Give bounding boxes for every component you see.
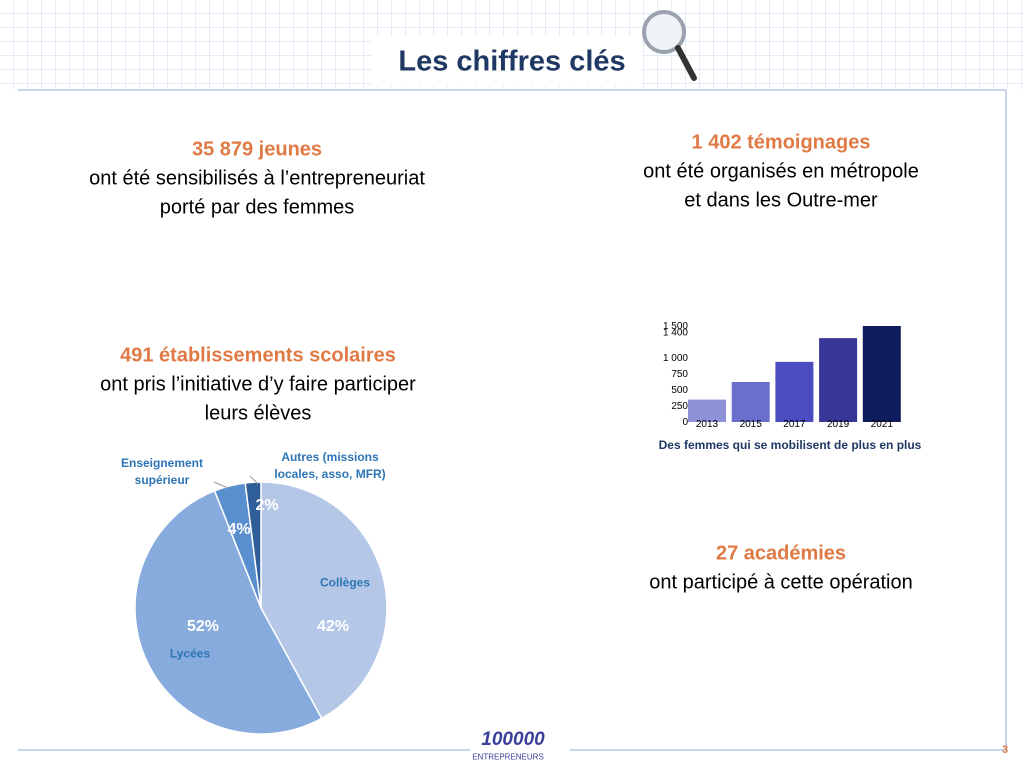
pie-slice bbox=[134, 489, 323, 735]
leader-line bbox=[249, 475, 259, 485]
category-label: Lycées bbox=[169, 646, 211, 661]
text-line: ont été sensibilisés à l’entrepreneuriat bbox=[89, 167, 425, 190]
highlight: 1 402 témoignages bbox=[691, 131, 871, 154]
value-label: 4% bbox=[227, 521, 251, 538]
x-tick-label: 2015 bbox=[740, 419, 763, 430]
text-line: et dans les Outre-mer bbox=[684, 189, 878, 212]
category-label: Autres (missions locales, asso, MFR) bbox=[274, 450, 386, 481]
value-label: 52% bbox=[186, 618, 220, 635]
x-tick-label: 2021 bbox=[871, 419, 894, 430]
text-line: ont pris l’initiative d’y faire particip… bbox=[100, 373, 416, 396]
highlight: 35 879 jeunes bbox=[191, 138, 323, 161]
text-line: ont été organisés en métropole bbox=[643, 160, 919, 183]
highlight: 491 établissements scolaires bbox=[120, 344, 396, 367]
text-line: ont participé à cette opération bbox=[649, 571, 913, 594]
logo-sub: ENTREPRENEURS bbox=[472, 752, 544, 762]
y-tick-label: 250 bbox=[671, 401, 688, 412]
pie-slice bbox=[260, 481, 388, 720]
pie-slice bbox=[244, 481, 262, 609]
pie-chart bbox=[134, 481, 388, 735]
bar bbox=[688, 399, 726, 422]
bar bbox=[775, 361, 814, 422]
slide-title: Les chiffres clés bbox=[398, 45, 626, 78]
y-tick-label: 1 400 bbox=[663, 327, 688, 338]
highlight: 27 académies bbox=[715, 542, 847, 565]
y-tick-label: 1 000 bbox=[663, 353, 688, 364]
leader-line bbox=[213, 481, 229, 489]
y-tick-label: 500 bbox=[671, 385, 688, 396]
page-number: 3 bbox=[1001, 744, 1009, 756]
y-tick-label: 750 bbox=[671, 369, 688, 380]
x-tick-label: 2019 bbox=[827, 419, 850, 430]
value-label: 42% bbox=[316, 618, 350, 635]
x-tick-label: 2013 bbox=[696, 419, 719, 430]
bar bbox=[819, 338, 858, 422]
x-tick-label: 2017 bbox=[783, 419, 806, 430]
category-label: Enseignement supérieur bbox=[120, 456, 204, 487]
title-box bbox=[372, 36, 642, 86]
value-label: 2% bbox=[255, 497, 279, 514]
y-tick-label: 1 500 bbox=[663, 321, 688, 332]
bar bbox=[862, 326, 901, 422]
text-line: leurs élèves bbox=[204, 402, 312, 425]
category-label: Collèges bbox=[319, 575, 370, 590]
logo: 100000 bbox=[481, 729, 545, 750]
bar bbox=[731, 382, 770, 422]
y-tick-label: 0 bbox=[682, 417, 688, 428]
magnifier-icon bbox=[642, 10, 697, 81]
text-line: porté par des femmes bbox=[159, 196, 355, 219]
chart-caption: Des femmes qui se mobilisent de plus en … bbox=[659, 438, 922, 452]
